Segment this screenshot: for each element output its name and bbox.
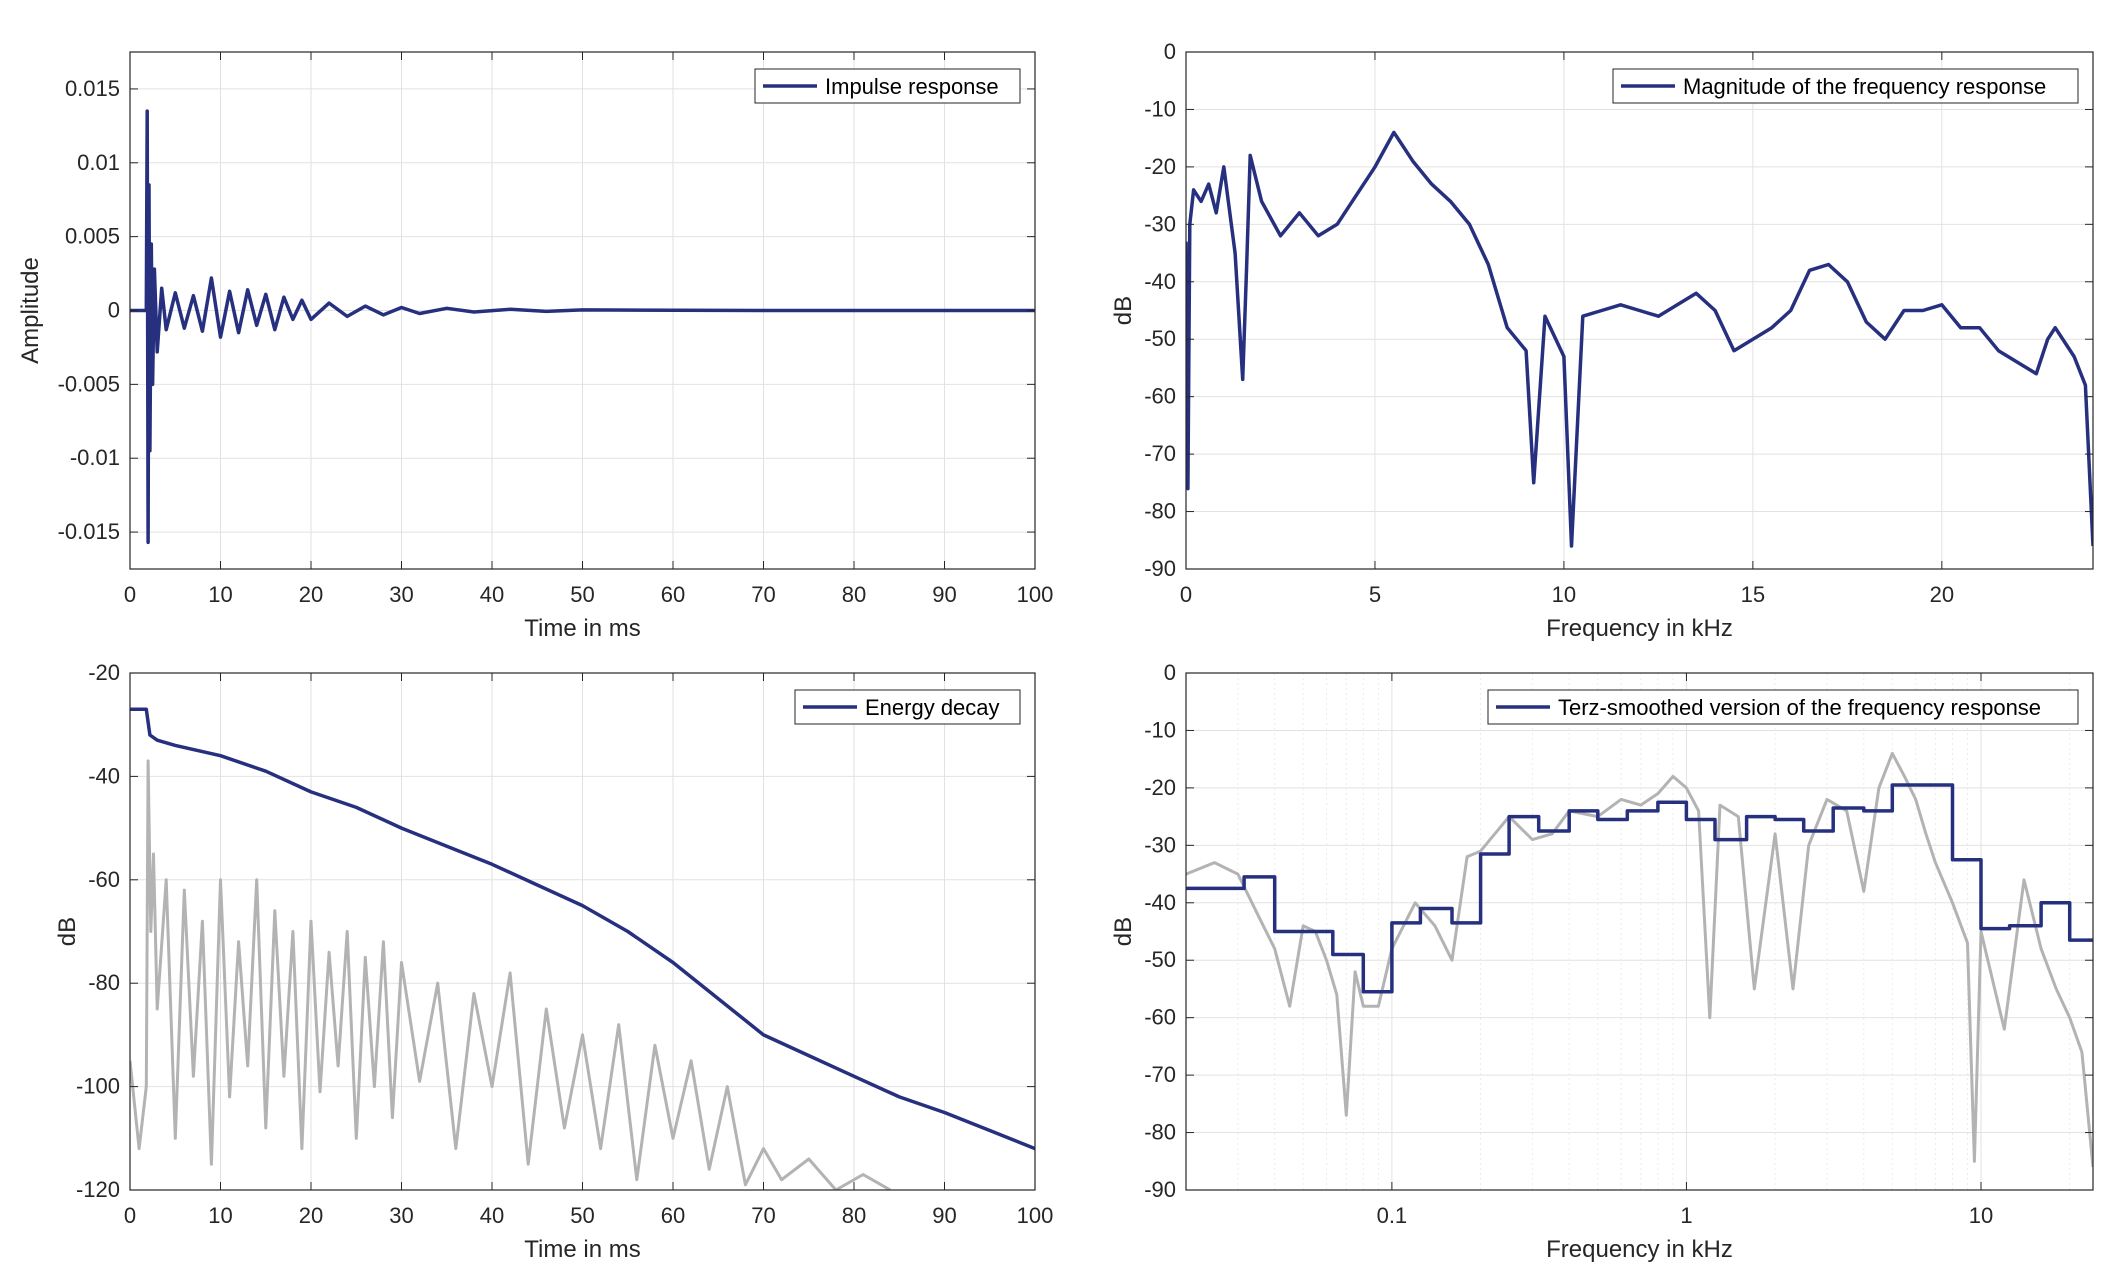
y-tick-label: -40 bbox=[88, 763, 120, 788]
x-tick-label: 50 bbox=[570, 1203, 594, 1228]
x-tick-label: 90 bbox=[932, 582, 956, 607]
x-tick-label: 80 bbox=[842, 1203, 866, 1228]
y-tick-label: -40 bbox=[1144, 890, 1176, 915]
y-tick-label: -80 bbox=[1144, 1120, 1176, 1145]
y-tick-label: -60 bbox=[1144, 384, 1176, 409]
legend-label: Magnitude of the frequency response bbox=[1683, 74, 2046, 99]
y-axis-label: Amplitude bbox=[17, 257, 44, 364]
legend: Energy decay bbox=[794, 689, 1021, 725]
y-tick-label: -50 bbox=[1144, 947, 1176, 972]
y-axis-label: dB bbox=[1110, 296, 1137, 325]
x-tick-label: 15 bbox=[1741, 582, 1765, 607]
series-line-energy bbox=[130, 707, 1035, 1151]
x-tick-label: 5 bbox=[1369, 582, 1381, 607]
x-tick-label: 90 bbox=[932, 1203, 956, 1228]
x-tick-label: 60 bbox=[661, 1203, 685, 1228]
chart-magnitude: 0 5 10 15 20 0 -10 -20 -30 -40 -50 -60 -70 -80 -90 Freq… bbox=[1110, 39, 2094, 642]
x-tick-label: 80 bbox=[842, 582, 866, 607]
y-tick-label: -70 bbox=[1144, 1062, 1176, 1087]
x-tick-label: 70 bbox=[751, 582, 775, 607]
legend: Impulse response bbox=[754, 68, 1021, 104]
y-tick-label: -30 bbox=[1144, 211, 1176, 236]
x-tick-label: 50 bbox=[570, 582, 594, 607]
x-axis-label: Time in ms bbox=[524, 615, 640, 642]
x-tick-label: 40 bbox=[480, 1203, 504, 1228]
x-tick-label: 10 bbox=[1969, 1203, 1993, 1228]
x-tick-label: 70 bbox=[751, 1203, 775, 1228]
plot-area bbox=[1186, 673, 2093, 1190]
x-tick-label: 0 bbox=[1180, 582, 1192, 607]
y-tick-label: -80 bbox=[1144, 499, 1176, 524]
legend-label: Terz-smoothed version of the frequency r… bbox=[1558, 695, 2041, 720]
y-tick-label: -100 bbox=[76, 1074, 120, 1099]
y-tick-label: -20 bbox=[1144, 775, 1176, 800]
legend-box bbox=[1612, 68, 2079, 104]
y-tick-label: -120 bbox=[76, 1177, 120, 1202]
y-tick-label: -0.01 bbox=[70, 445, 120, 470]
y-tick-label: 0.005 bbox=[65, 224, 120, 249]
y-tick-label: 0.015 bbox=[65, 76, 120, 101]
series-group bbox=[1186, 130, 2093, 548]
x-tick-label: 0 bbox=[124, 1203, 136, 1228]
legend-label: Impulse response bbox=[825, 74, 999, 99]
x-tick-label: 100 bbox=[1017, 582, 1054, 607]
series-group bbox=[130, 109, 1035, 545]
y-axis-label: dB bbox=[54, 917, 81, 946]
legend: Magnitude of the frequency response bbox=[1612, 68, 2079, 104]
x-tick-label: 10 bbox=[208, 582, 232, 607]
y-axis-label: dB bbox=[1110, 917, 1137, 946]
legend: Terz-smoothed version of the frequency r… bbox=[1487, 689, 2079, 725]
x-tick-label: 10 bbox=[1552, 582, 1576, 607]
y-tick-label: -80 bbox=[88, 970, 120, 995]
x-tick-label: 20 bbox=[1930, 582, 1954, 607]
x-tick-label: 100 bbox=[1017, 1203, 1054, 1228]
y-tick-label: -50 bbox=[1144, 326, 1176, 351]
x-tick-label: 1 bbox=[1680, 1203, 1692, 1228]
y-tick-label: -90 bbox=[1144, 556, 1176, 581]
y-tick-label: -70 bbox=[1144, 441, 1176, 466]
y-tick-label: -40 bbox=[1144, 269, 1176, 294]
series-background-line-terz bbox=[1186, 751, 2093, 1168]
x-tick-label: 0 bbox=[124, 582, 136, 607]
axes-frame bbox=[1185, 672, 2094, 1191]
x-axis-label: Frequency in kHz bbox=[1546, 1236, 1733, 1263]
x-tick-label: 0.1 bbox=[1377, 1203, 1408, 1228]
axes-frame bbox=[1185, 51, 2094, 570]
chart-energy: 0 10 20 30 40 50 60 70 80 90 100 -20 -40 -60 -80 -100 -1… bbox=[54, 660, 1053, 1263]
y-tick-label: -0.005 bbox=[58, 371, 120, 396]
y-tick-label: 0 bbox=[1164, 660, 1176, 685]
y-tick-label: -20 bbox=[88, 660, 120, 685]
series-group bbox=[1186, 751, 2093, 1168]
chart-impulse: 0 10 20 30 40 50 60 70 80 90 100 -0.015 -0.01 -0.005 0… bbox=[17, 51, 1054, 642]
x-tick-label: 30 bbox=[389, 582, 413, 607]
x-tick-label: 10 bbox=[208, 1203, 232, 1228]
x-tick-label: 20 bbox=[299, 1203, 323, 1228]
x-axis-label: Time in ms bbox=[524, 1236, 640, 1263]
y-tick-label: 0.01 bbox=[77, 150, 120, 175]
y-tick-label: -10 bbox=[1144, 96, 1176, 121]
series-line-terz bbox=[1186, 783, 2093, 994]
x-tick-label: 60 bbox=[661, 582, 685, 607]
y-tick-label: 0 bbox=[1164, 39, 1176, 64]
y-tick-label: -0.015 bbox=[58, 519, 120, 544]
series-line-impulse bbox=[130, 109, 1035, 545]
legend-box bbox=[1487, 689, 2079, 725]
x-tick-label: 40 bbox=[480, 582, 504, 607]
y-tick-label: -10 bbox=[1144, 717, 1176, 742]
chart-terz: 0.1 1 10 0 -10 -20 -30 -40 -50 -60 -70 -80 -90 Freque… bbox=[1110, 660, 2094, 1263]
x-axis-label: Frequency in kHz bbox=[1546, 615, 1733, 642]
x-tick-label: 20 bbox=[299, 582, 323, 607]
y-tick-label: -90 bbox=[1144, 1177, 1176, 1202]
series-group bbox=[130, 707, 1035, 1190]
legend-label: Energy decay bbox=[865, 695, 1000, 720]
y-tick-label: -60 bbox=[1144, 1005, 1176, 1030]
series-line-magnitude bbox=[1186, 130, 2093, 548]
y-tick-label: -20 bbox=[1144, 154, 1176, 179]
y-tick-label: -30 bbox=[1144, 832, 1176, 857]
series-background-line-energy bbox=[130, 759, 891, 1190]
y-tick-label: -60 bbox=[88, 867, 120, 892]
x-tick-label: 30 bbox=[389, 1203, 413, 1228]
y-tick-label: 0 bbox=[108, 298, 120, 323]
